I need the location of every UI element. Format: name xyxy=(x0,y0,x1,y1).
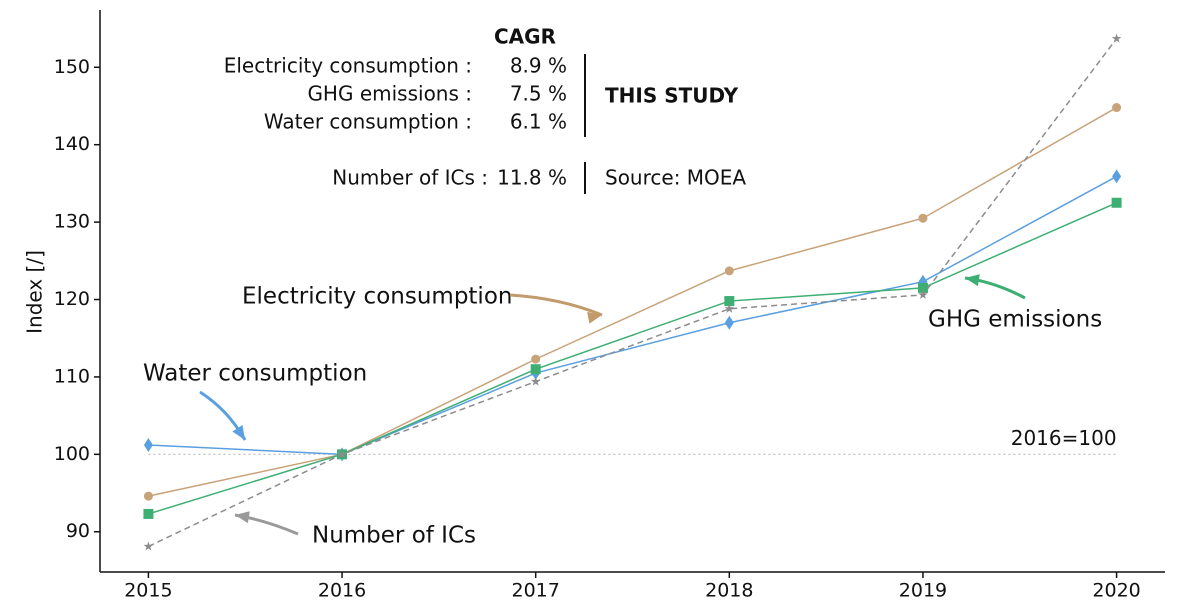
y-tick-label: 110 xyxy=(54,365,90,387)
marker xyxy=(724,315,734,330)
marker xyxy=(724,303,735,313)
y-tick-label: 150 xyxy=(54,56,90,78)
marker xyxy=(143,541,154,551)
marker xyxy=(1111,197,1122,208)
cagr-value: 11.8 % xyxy=(497,166,567,190)
marker xyxy=(337,449,347,459)
x-tick-label: 2015 xyxy=(124,580,172,602)
x-tick-label: 2018 xyxy=(705,580,753,602)
cagr-label: Electricity consumption : xyxy=(224,54,472,78)
series-annotation: Number of ICs xyxy=(312,523,476,549)
cagr-label: Number of ICs : xyxy=(332,166,488,190)
x-tick-label: 2016 xyxy=(318,580,366,602)
cagr-value: 7.5 % xyxy=(510,82,567,106)
cagr-value: 6.1 % xyxy=(510,110,567,134)
y-axis-label: Index [/] xyxy=(23,250,47,334)
y-tick-label: 130 xyxy=(54,211,90,233)
marker xyxy=(143,491,153,501)
marker xyxy=(530,364,541,375)
x-tick-label: 2019 xyxy=(899,580,947,602)
series-annotation: Electricity consumption xyxy=(242,284,512,310)
marker xyxy=(143,438,153,453)
series-line xyxy=(148,38,1118,548)
marker xyxy=(724,296,735,307)
series-line xyxy=(148,202,1117,515)
marker xyxy=(1111,33,1122,43)
arrow-head xyxy=(965,274,980,287)
marker xyxy=(530,376,541,386)
source: Source: MOEA xyxy=(605,166,746,190)
cagr-title: CAGR xyxy=(494,25,556,49)
marker xyxy=(724,266,734,276)
y-tick-label: 140 xyxy=(54,133,90,155)
marker xyxy=(917,282,928,293)
series-annotation: Water consumption xyxy=(143,361,367,387)
cagr-label: Water consumption : xyxy=(264,110,472,134)
cagr-group-label: THIS STUDY xyxy=(605,84,739,108)
series-annotation: GHG emissions xyxy=(928,307,1102,333)
y-tick-label: 120 xyxy=(54,288,90,310)
marker xyxy=(918,289,928,299)
annotation-arrow xyxy=(509,293,603,317)
y-tick-label: 100 xyxy=(54,443,90,465)
cagr-value: 8.9 % xyxy=(510,54,567,78)
marker xyxy=(918,213,928,223)
marker xyxy=(531,354,541,364)
cagr-label: GHG emissions : xyxy=(307,82,472,106)
marker xyxy=(143,508,154,519)
marker xyxy=(1112,169,1122,184)
marker xyxy=(1112,103,1122,113)
arrow-head xyxy=(587,311,602,324)
series-line xyxy=(148,106,1117,497)
arrow-head xyxy=(232,424,245,440)
x-tick-label: 2020 xyxy=(1092,580,1140,602)
series-line xyxy=(148,175,1117,456)
x-tick-label: 2017 xyxy=(512,580,560,602)
reference-label: 2016=100 xyxy=(1011,426,1117,450)
arrow-head xyxy=(235,511,250,524)
y-tick-label: 90 xyxy=(66,520,90,542)
